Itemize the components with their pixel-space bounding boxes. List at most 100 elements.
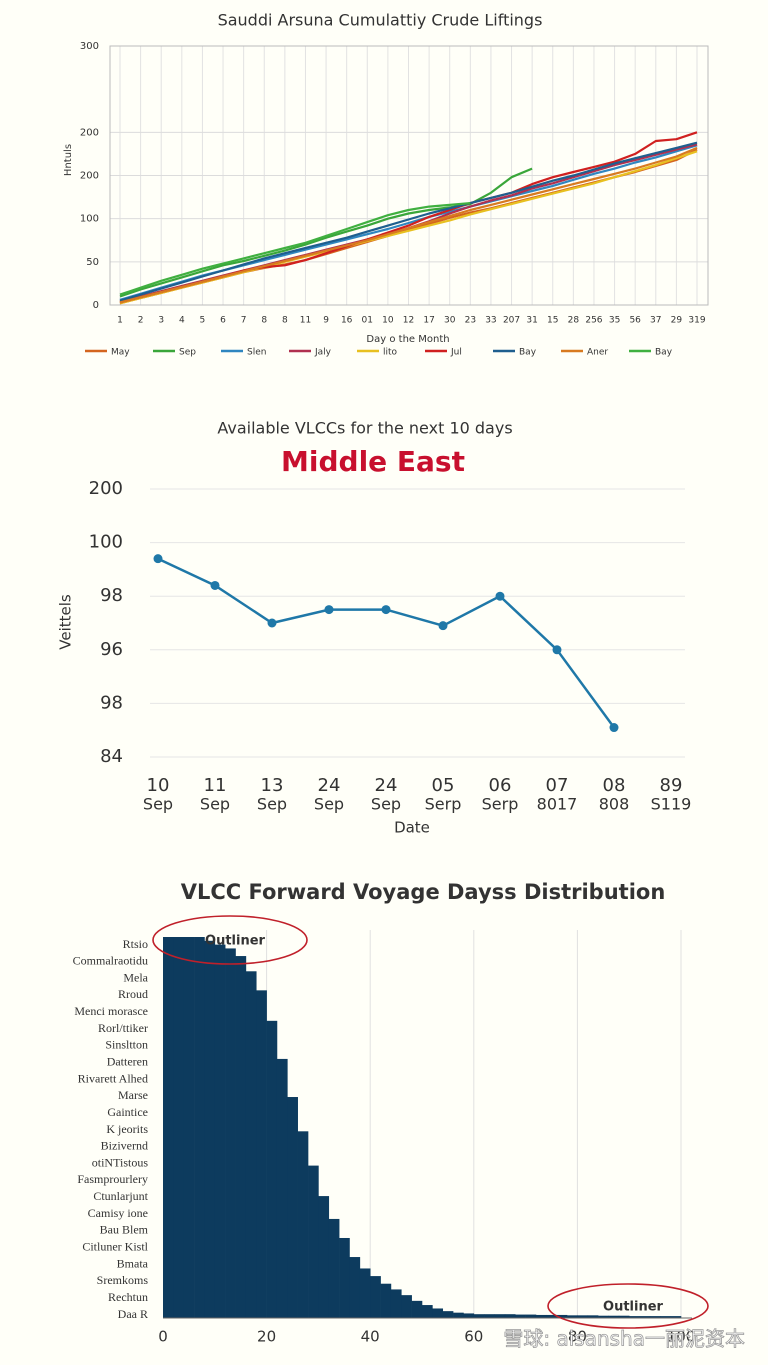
x-tick-label: 10: [382, 316, 394, 326]
bar: [411, 1300, 423, 1318]
x-tick-label: 07: [546, 775, 569, 796]
x-tick-sublabel: S119: [651, 795, 692, 814]
bar: [484, 1314, 495, 1318]
y-axis-label: Veittels: [57, 594, 75, 650]
chart-title: VLCC Forward Voyage Dayss Distribution: [181, 880, 666, 904]
x-tick-label: 05: [432, 775, 455, 796]
y-tick-label: 98: [100, 585, 123, 606]
chart-subtitle: Middle East: [281, 445, 465, 478]
bar: [535, 1314, 547, 1318]
point: [609, 723, 619, 733]
x-tick-label: 256: [585, 316, 602, 326]
x-tick-label: 16: [341, 316, 353, 326]
annotation: Outliner: [205, 934, 266, 949]
bar: [266, 1020, 278, 1318]
y-category-label: Citluner Kistl: [82, 1239, 148, 1253]
bar: [245, 971, 257, 1318]
bar: [567, 1315, 578, 1318]
bar: [442, 1311, 454, 1318]
bar: [618, 1315, 630, 1318]
bar: [297, 1131, 309, 1318]
x-tick-label: 24: [375, 775, 398, 796]
line-series: [119, 141, 698, 302]
bar: [194, 937, 205, 1318]
x-tick-label: 8: [282, 316, 288, 326]
x-tick-label: 89: [660, 775, 683, 796]
x-tick-label: 37: [650, 316, 661, 326]
x-tick-sublabel: 808: [599, 795, 630, 814]
legend-label: lito: [383, 348, 398, 358]
legend-label: Sep: [179, 348, 196, 358]
x-tick-label: 15: [547, 316, 558, 326]
y-category-label: Commalraotidu: [73, 954, 148, 968]
y-tick-label: 100: [89, 532, 123, 553]
bar: [556, 1314, 568, 1318]
outlier-ellipse: [547, 1283, 709, 1329]
x-tick-label: 80: [568, 1328, 587, 1346]
x-tick-label: 20: [257, 1328, 276, 1346]
x-tick-label: 13: [261, 775, 284, 796]
bar: [515, 1314, 526, 1318]
x-tick-label: 10: [147, 775, 170, 796]
y-category-label: Mela: [123, 970, 148, 984]
bar: [608, 1315, 620, 1318]
x-tick-label: 40: [361, 1328, 380, 1346]
x-tick-label: 8: [261, 316, 267, 326]
bar: [183, 937, 195, 1318]
point: [210, 580, 220, 590]
x-tick-label: 0: [158, 1328, 168, 1346]
x-tick-sublabel: Sep: [314, 795, 344, 814]
y-category-label: Sinsltton: [105, 1038, 148, 1052]
x-tick-sublabel: Sep: [200, 795, 230, 814]
x-tick-label: 29: [671, 316, 683, 326]
x-tick-label: 08: [603, 775, 626, 796]
x-tick-label: 319: [688, 316, 705, 326]
bar: [328, 1218, 340, 1318]
x-axis-label: Date: [394, 819, 430, 837]
x-tick-label: 31: [526, 316, 537, 326]
x-tick-sublabel: Serp: [482, 795, 519, 814]
y-category-label: K jeorits: [106, 1122, 148, 1136]
bar: [649, 1316, 661, 1318]
legend-label: Jaly: [314, 348, 332, 358]
point: [438, 621, 448, 631]
y-tick-label: 84: [100, 746, 123, 767]
bar: [235, 956, 247, 1318]
bar: [318, 1196, 330, 1318]
x-tick-label: 3: [158, 316, 164, 326]
bar: [380, 1283, 392, 1318]
point: [381, 605, 391, 615]
point: [324, 605, 334, 615]
bar: [660, 1316, 671, 1318]
bar: [390, 1289, 402, 1318]
y-category-label: Menci morasce: [74, 1004, 148, 1018]
y-axis-label: Hntuls: [63, 144, 74, 176]
x-tick-label: 100: [667, 1328, 696, 1346]
x-tick-label: 12: [403, 316, 414, 326]
bar: [401, 1295, 412, 1318]
y-tick-label: 50: [86, 257, 99, 268]
x-tick-label: 28: [568, 316, 580, 326]
y-category-label: Datteren: [107, 1054, 148, 1068]
point: [552, 645, 562, 655]
bar: [276, 1058, 288, 1318]
y-category-label: Fasmprourlery: [77, 1172, 148, 1186]
x-tick-label: 30: [444, 316, 456, 326]
bar: [504, 1314, 516, 1318]
x-tick-label: 23: [465, 316, 476, 326]
y-category-label: Bizivernd: [101, 1139, 148, 1153]
bar: [349, 1257, 361, 1318]
bar: [670, 1316, 682, 1318]
bar: [214, 944, 226, 1318]
x-tick-label: 56: [629, 316, 641, 326]
x-tick-sublabel: Sep: [257, 795, 287, 814]
bar: [359, 1268, 371, 1318]
y-category-label: Gaintice: [107, 1105, 148, 1119]
legend-label: Jul: [450, 348, 462, 358]
plot-frame: [109, 45, 709, 306]
bar: [256, 990, 267, 1318]
line-series: [119, 146, 698, 304]
bar: [639, 1316, 651, 1318]
